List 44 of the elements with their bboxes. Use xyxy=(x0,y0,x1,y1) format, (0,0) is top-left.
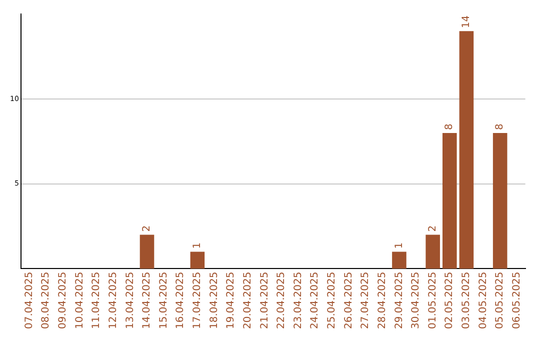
x-tick-label: 30.04.2025 xyxy=(410,272,422,330)
data-label: 2 xyxy=(427,225,438,232)
x-tick-label: 21.04.2025 xyxy=(259,272,270,330)
bar xyxy=(442,132,457,269)
data-label: 8 xyxy=(444,124,456,130)
x-tick-label: 12.04.2025 xyxy=(108,272,119,330)
x-tick-label: 09.04.2025 xyxy=(58,272,69,330)
x-tick-label: 03.05.2025 xyxy=(461,272,472,330)
x-tick-label: 18.04.2025 xyxy=(208,272,220,330)
x-tick-label: 13.04.2025 xyxy=(124,272,136,330)
x-tick-label: 20.04.2025 xyxy=(242,272,254,330)
bar xyxy=(459,31,474,269)
x-tick-label: 08.04.2025 xyxy=(40,272,52,330)
x-tick-label: 17.04.2025 xyxy=(192,272,204,330)
x-tick-label: 04.05.2025 xyxy=(478,272,489,330)
x-tick-label: 15.04.2025 xyxy=(158,272,170,330)
x-tick-label: 05.05.2025 xyxy=(494,272,506,330)
x-tick-label: 16.04.2025 xyxy=(175,272,186,330)
x-tick-label: 01.05.2025 xyxy=(427,272,438,330)
x-tick-label: 02.05.2025 xyxy=(444,272,456,330)
data-label: 1 xyxy=(394,242,405,249)
x-tick-label: 26.04.2025 xyxy=(343,272,354,330)
x-tick-label: 28.04.2025 xyxy=(376,272,388,330)
bar xyxy=(492,132,508,269)
bar xyxy=(392,252,406,269)
x-tick-label: 22.04.2025 xyxy=(276,272,288,330)
x-tick-label: 24.04.2025 xyxy=(310,272,321,330)
data-label: 1 xyxy=(192,242,204,249)
x-tick-label: 23.04.2025 xyxy=(292,272,304,330)
x-tick-label: 25.04.2025 xyxy=(326,272,338,330)
x-tick-label: 06.05.2025 xyxy=(511,272,522,330)
x-tick-label: 29.04.2025 xyxy=(394,272,405,330)
x-tick-label: 27.04.2025 xyxy=(360,272,372,330)
x-tick-label: 07.04.2025 xyxy=(24,272,35,330)
x-tick-label: 10.04.2025 xyxy=(74,272,86,330)
x-tick-label: 19.04.2025 xyxy=(226,272,237,330)
x-tick-label: 14.04.2025 xyxy=(142,272,153,330)
data-label: 14 xyxy=(461,15,472,28)
bar xyxy=(426,234,440,269)
bar xyxy=(140,234,154,269)
x-tick-label: 11.04.2025 xyxy=(91,272,102,330)
bar xyxy=(190,252,205,269)
data-label: 2 xyxy=(142,225,153,232)
data-label: 8 xyxy=(494,124,506,130)
